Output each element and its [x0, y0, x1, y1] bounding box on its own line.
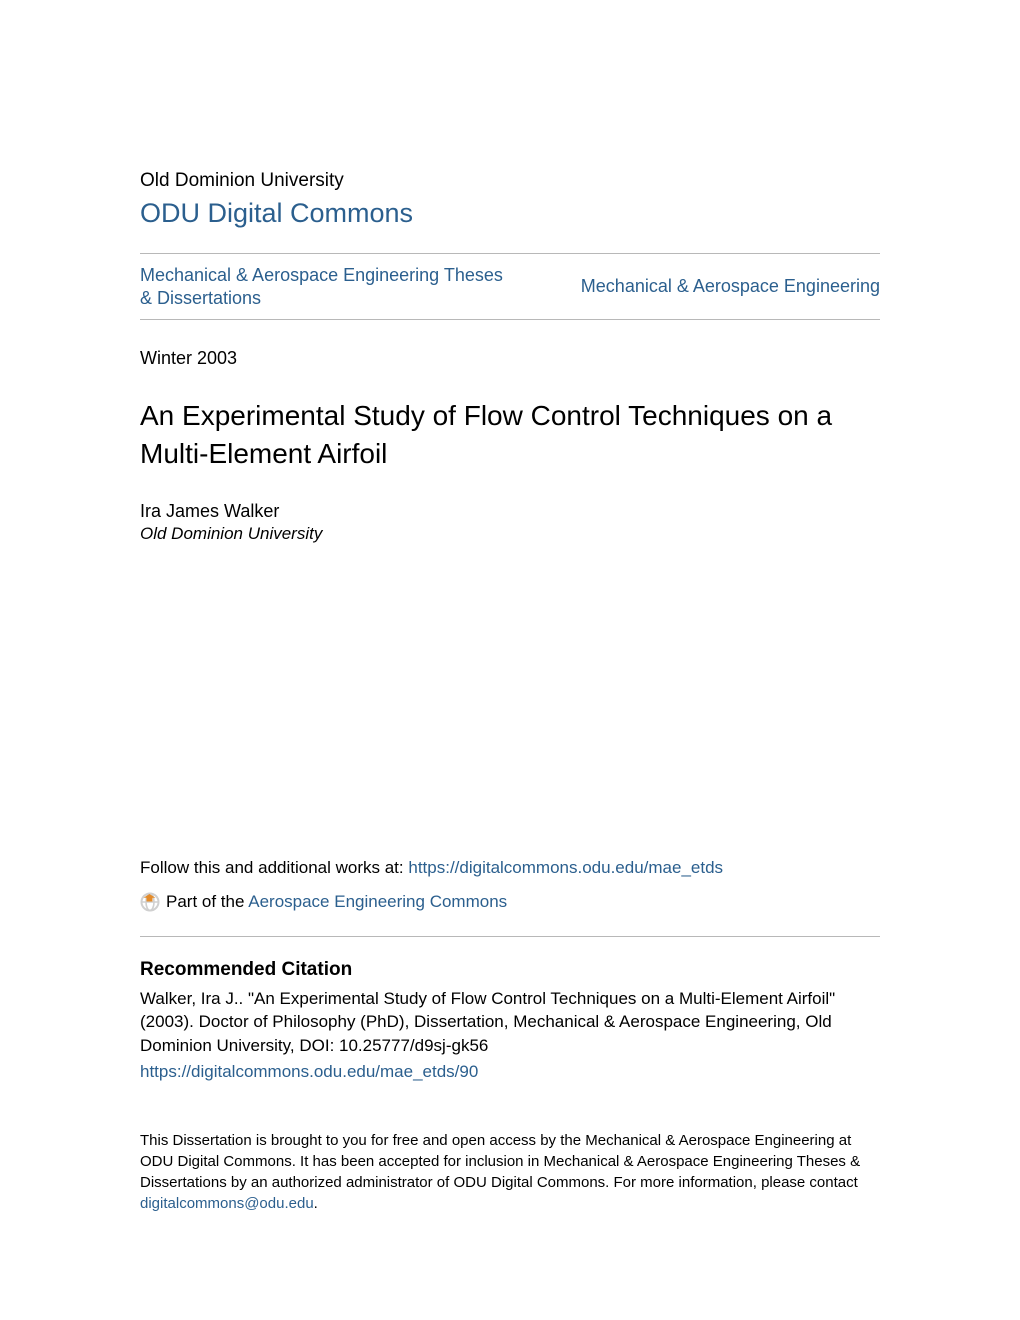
follow-link[interactable]: https://digitalcommons.odu.edu/mae_etds [408, 858, 723, 877]
partof-prefix: Part of the [166, 892, 248, 911]
follow-prefix: Follow this and additional works at: [140, 858, 408, 877]
department-link[interactable]: Mechanical & Aerospace Engineering [581, 276, 880, 296]
contact-email-link[interactable]: digitalcommons@odu.edu [140, 1195, 314, 1212]
university-name: Old Dominion University [140, 170, 880, 192]
site-name: ODU Digital Commons [140, 198, 880, 229]
nav-right: Mechanical & Aerospace Engineering [581, 275, 880, 298]
spacer [140, 544, 880, 858]
site-name-link[interactable]: ODU Digital Commons [140, 198, 413, 228]
breadcrumb: Mechanical & Aerospace Engineering These… [140, 254, 880, 319]
network-icon [140, 892, 160, 912]
nav-left: Mechanical & Aerospace Engineering These… [140, 264, 510, 309]
citation-link[interactable]: https://digitalcommons.odu.edu/mae_etds/… [140, 1062, 880, 1082]
citation-heading: Recommended Citation [140, 959, 880, 981]
page-title: An Experimental Study of Flow Control Te… [140, 397, 880, 473]
footer-suffix: . [314, 1195, 318, 1212]
publication-date: Winter 2003 [140, 348, 880, 369]
partof-line: Part of the Aerospace Engineering Common… [140, 892, 880, 912]
divider-nav [140, 319, 880, 320]
commons-link[interactable]: Aerospace Engineering Commons [248, 892, 507, 911]
collection-link[interactable]: Mechanical & Aerospace Engineering These… [140, 265, 503, 308]
divider-citation [140, 936, 880, 937]
follow-line: Follow this and additional works at: htt… [140, 858, 880, 878]
author-name: Ira James Walker [140, 501, 880, 522]
author-affiliation: Old Dominion University [140, 524, 880, 544]
citation-text: Walker, Ira J.. "An Experimental Study o… [140, 987, 880, 1058]
footer-text: This Dissertation is brought to you for … [140, 1130, 880, 1214]
footer-body: This Dissertation is brought to you for … [140, 1132, 860, 1191]
